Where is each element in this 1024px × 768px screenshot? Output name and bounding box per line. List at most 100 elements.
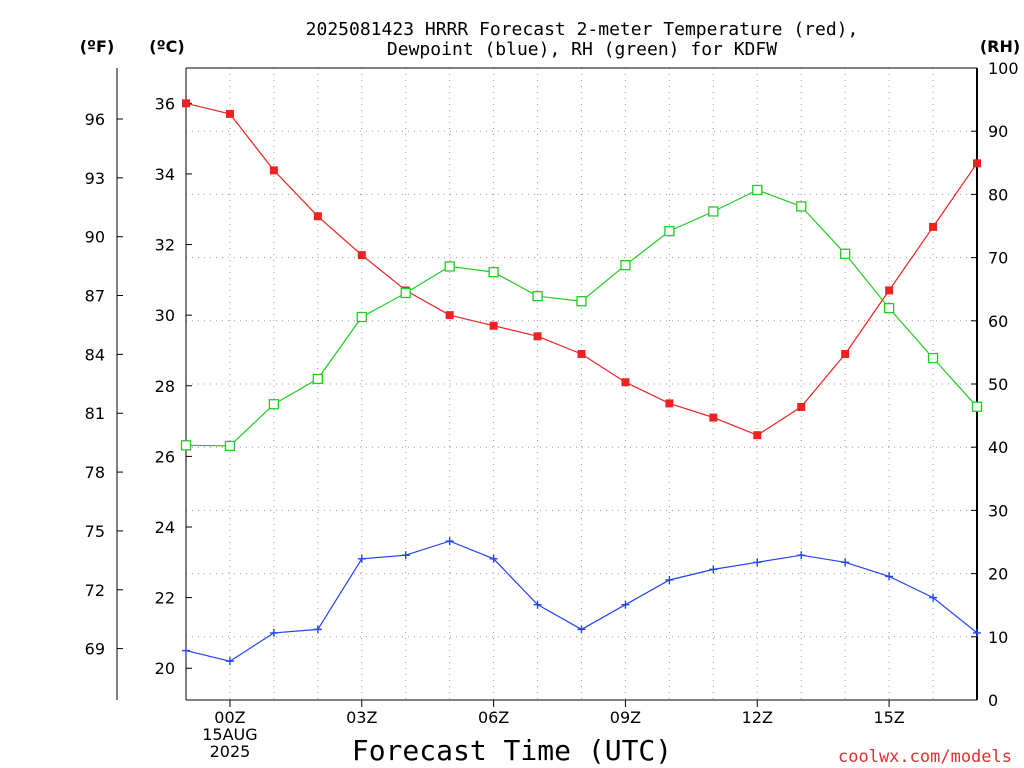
data-point-rh — [664, 225, 675, 237]
tick-label-celsius: 34 — [155, 165, 175, 184]
tick-label-celsius: 24 — [155, 518, 175, 537]
data-point-rh — [620, 260, 631, 271]
data-point-rh — [356, 311, 367, 323]
data-point-dewpoint — [357, 554, 366, 563]
tick-label-rh: 30 — [988, 501, 1008, 520]
tick-label-rh: 50 — [988, 375, 1008, 394]
data-point-dewpoint — [182, 646, 190, 655]
data-point-rh — [444, 261, 455, 272]
data-point-dewpoint — [533, 600, 542, 609]
data-point-dewpoint — [401, 551, 410, 560]
data-point-temperature — [533, 332, 542, 341]
data-point-dewpoint — [973, 628, 981, 637]
data-point-rh — [400, 287, 411, 299]
data-point-dewpoint — [313, 625, 322, 634]
unit-label-rh: (RH) — [980, 37, 1020, 56]
data-point-dewpoint — [885, 572, 894, 581]
data-point-temperature — [797, 402, 806, 411]
chart-title-line2: Dewpoint (blue), RH (green) for KDFW — [387, 39, 777, 60]
tick-label-fahrenheit: 75 — [85, 522, 105, 541]
data-point-temperature — [709, 413, 718, 422]
tick-label-rh: 60 — [988, 312, 1008, 331]
tick-label-rh: 100 — [988, 59, 1019, 78]
tick-label-fahrenheit: 84 — [85, 345, 105, 364]
data-point-temperature — [489, 321, 498, 330]
tick-label-celsius: 22 — [155, 589, 175, 608]
tick-label-celsius: 36 — [155, 94, 175, 113]
tick-label-rh: 40 — [988, 438, 1008, 457]
data-point-dewpoint — [577, 625, 586, 634]
tick-label-rh: 70 — [988, 249, 1008, 268]
data-point-rh — [576, 296, 587, 307]
series-dewpoint — [182, 537, 981, 666]
tick-label-rh: 10 — [988, 628, 1008, 647]
data-point-dewpoint — [753, 558, 762, 567]
data-point-temperature — [577, 349, 586, 358]
tick-label-rh: 90 — [988, 122, 1008, 141]
data-point-dewpoint — [445, 537, 454, 546]
tick-label-rh: 20 — [988, 565, 1008, 584]
tick-label-fahrenheit: 96 — [85, 110, 105, 129]
data-point-rh — [883, 303, 895, 314]
tick-label-celsius: 30 — [155, 306, 175, 325]
tick-label-celsius: 28 — [155, 377, 175, 396]
data-point-temperature — [973, 159, 981, 168]
series-line-dewpoint — [185, 540, 978, 662]
data-point-temperature — [621, 378, 630, 387]
data-point-dewpoint — [797, 551, 806, 560]
tick-label-celsius: 20 — [155, 659, 175, 678]
data-point-rh — [180, 440, 192, 451]
data-point-rh — [796, 201, 807, 212]
grid-lines — [185, 68, 978, 700]
data-point-rh — [488, 266, 499, 278]
tick-label-rh: 80 — [988, 185, 1008, 204]
axes — [116, 67, 978, 707]
tick-label-x: 15Z — [873, 708, 904, 727]
tick-label-fahrenheit: 81 — [85, 404, 105, 423]
tick-label-fahrenheit: 87 — [85, 287, 105, 306]
data-point-rh — [708, 206, 719, 217]
tick-label-x: 03Z — [346, 708, 377, 727]
data-point-temperature — [885, 286, 894, 295]
data-point-temperature — [313, 212, 322, 221]
tick-label-x: 2025 — [210, 742, 251, 761]
data-point-dewpoint — [665, 575, 674, 584]
data-point-rh — [268, 399, 280, 410]
tick-label-x: 00Z — [214, 708, 245, 727]
series-rh — [180, 184, 983, 452]
unit-label-celsius: (ºC) — [149, 37, 184, 56]
data-point-temperature — [929, 222, 938, 231]
data-point-dewpoint — [269, 628, 278, 637]
tick-labels: 20 22 24 26 28 30 32 34 36 69 72 75 78 81 84 87 90 93 96 0 1… — [85, 59, 1019, 761]
data-point-temperature — [357, 251, 366, 260]
data-point-temperature — [841, 349, 850, 358]
tick-label-celsius: 32 — [155, 236, 175, 255]
watermark: coolwx.com/models — [838, 747, 1012, 767]
data-point-rh — [312, 373, 323, 385]
tick-label-x: 15AUG — [202, 725, 257, 744]
data-point-temperature — [445, 311, 454, 320]
data-point-rh — [971, 401, 983, 412]
data-point-temperature — [269, 166, 278, 175]
data-point-dewpoint — [225, 657, 234, 666]
tick-label-x: 12Z — [742, 708, 773, 727]
data-point-dewpoint — [621, 600, 630, 609]
tick-label-fahrenheit: 93 — [85, 169, 105, 188]
tick-label-fahrenheit: 72 — [85, 581, 105, 600]
tick-label-x: 06Z — [478, 708, 509, 727]
data-point-rh — [224, 440, 236, 452]
tick-label-rh: 0 — [988, 691, 998, 710]
data-series — [180, 99, 983, 666]
data-point-temperature — [753, 431, 762, 440]
x-axis-title: Forecast Time (UTC) — [352, 734, 672, 767]
data-point-rh — [927, 352, 939, 364]
series-temperature — [182, 99, 981, 440]
data-point-rh — [840, 248, 851, 259]
series-line-rh — [185, 189, 978, 447]
data-point-dewpoint — [841, 558, 850, 567]
data-point-temperature — [182, 99, 190, 108]
unit-label-fahrenheit: (ºF) — [80, 37, 115, 56]
tick-label-fahrenheit: 69 — [85, 640, 105, 659]
data-point-dewpoint — [489, 554, 498, 563]
